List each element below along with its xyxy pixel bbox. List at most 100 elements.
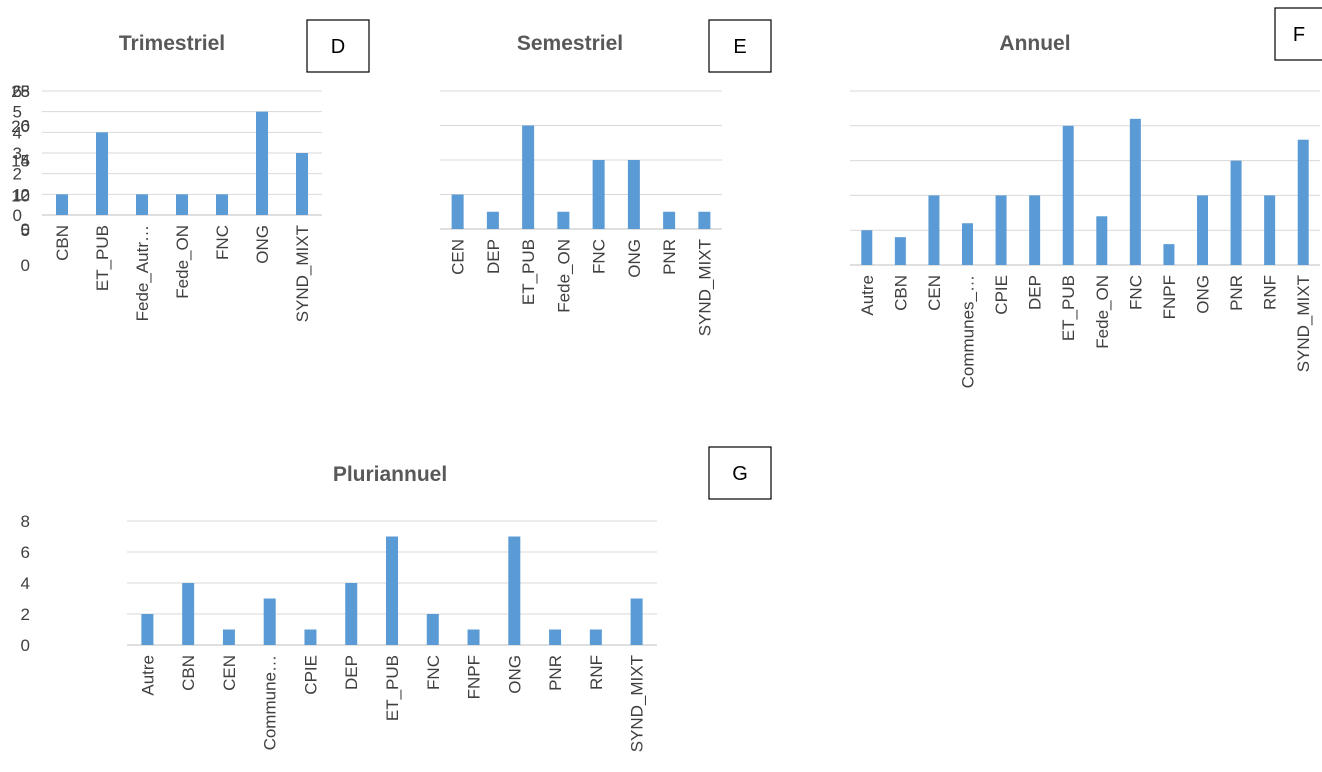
x-tick-label: ONG [505, 655, 524, 694]
bar [928, 195, 940, 265]
panel-label: E [733, 36, 746, 58]
x-tick-label: DEP [1026, 275, 1045, 310]
bar [549, 629, 562, 645]
x-tick-label: ET_PUB [383, 655, 402, 721]
x-tick-label: CPIE [301, 655, 320, 695]
x-tick-label: DEP [484, 239, 503, 274]
y-tick-label: 15 [11, 152, 30, 171]
x-tick-label: ONG [625, 239, 644, 278]
y-tick-label: 5 [21, 221, 30, 240]
bar [1297, 139, 1309, 265]
bar [557, 211, 570, 229]
bar [1029, 195, 1041, 265]
x-tick-label: RNF [587, 655, 606, 690]
y-tick-label: 6 [21, 117, 30, 136]
x-tick-label: FNPF [465, 655, 484, 699]
x-tick-label: CPIE [992, 275, 1011, 315]
bar [627, 160, 640, 229]
x-tick-label: CEN [449, 239, 468, 275]
bar [222, 629, 235, 645]
y-tick-label: 10 [11, 186, 30, 205]
bar [176, 194, 188, 215]
bar [263, 598, 276, 645]
bar [256, 111, 268, 215]
chart-title: Pluriannuel [333, 463, 447, 486]
x-tick-label: CBN [891, 275, 910, 311]
x-tick-label: ET_PUB [1059, 275, 1078, 341]
chart-title: Semestriel [517, 32, 623, 55]
x-tick-label: FNC [590, 239, 609, 274]
x-tick-label: Fede_ON [173, 225, 192, 299]
panel-label: D [331, 36, 345, 58]
x-tick-label: CBN [53, 225, 72, 261]
bar [426, 614, 439, 645]
x-tick-label: CEN [925, 275, 944, 311]
y-tick-label: 6 [13, 82, 22, 101]
x-tick-label: SYND_MIXT [1294, 275, 1313, 372]
chart-title: Annuel [999, 32, 1070, 55]
bar [698, 211, 711, 229]
bar [1163, 244, 1175, 265]
y-tick-label: 1 [13, 185, 22, 204]
y-tick-label: 20 [11, 117, 30, 136]
bar [96, 132, 108, 215]
x-tick-label: FNC [424, 655, 443, 690]
bar [962, 223, 973, 265]
y-tick-label: 0 [21, 256, 30, 275]
x-tick-label: FNC [213, 225, 232, 260]
y-tick-label: 4 [13, 123, 22, 142]
y-tick-label: 2 [13, 165, 22, 184]
bar [182, 583, 195, 645]
x-tick-label: FNPF [1160, 275, 1179, 319]
x-tick-label: ONG [253, 225, 272, 264]
bar [345, 583, 358, 645]
panel-label: F [1293, 24, 1305, 46]
bar [141, 614, 154, 645]
chart-panel-1: Semestriel E 0 2 4 6 8 CEN DEP ET_PUB Fede_ON FNC ON… [21, 19, 772, 336]
x-tick-label: CEN [220, 655, 239, 691]
bar [861, 230, 873, 265]
x-tick-label: SYND_MIXT [628, 655, 647, 752]
x-tick-label: SYND_MIXT [695, 239, 714, 336]
x-tick-label: CBN [179, 655, 198, 691]
x-tick-label: ONG [1194, 275, 1213, 314]
bar [1197, 195, 1208, 265]
bar [1062, 125, 1074, 265]
bar [894, 237, 906, 265]
x-tick-label: Autre [858, 275, 877, 316]
x-tick-label: Fede_Autr… [133, 225, 152, 321]
bar [589, 629, 602, 645]
y-tick-label: 2 [21, 605, 30, 624]
bar [1264, 195, 1276, 265]
panel-label: G [732, 463, 748, 485]
bar [592, 160, 605, 229]
y-tick-label: 8 [21, 82, 30, 101]
x-tick-label: PNR [1227, 275, 1246, 311]
y-tick-label: 25 [11, 82, 30, 101]
bar [995, 195, 1007, 265]
y-tick-label: 2 [21, 186, 30, 205]
panel-label-box [708, 19, 772, 73]
x-tick-label: FNC [1126, 275, 1145, 310]
panel-label-box [306, 19, 370, 73]
bar [296, 153, 308, 215]
bar [304, 629, 317, 645]
y-tick-label: 5 [13, 103, 22, 122]
x-tick-label: Commune… [261, 655, 280, 750]
y-tick-label: 6 [21, 543, 30, 562]
bar [136, 194, 148, 215]
y-tick-label: 4 [21, 151, 30, 170]
bar [1230, 160, 1242, 265]
chart-title: Trimestriel [119, 32, 225, 55]
chart-panel-3: Pluriannuel G 0 2 4 6 8 Autre CBN CEN Commune… CPIE… [21, 446, 772, 752]
bar [386, 536, 398, 645]
x-tick-label: DEP [342, 655, 361, 690]
x-tick-label: PNR [546, 655, 565, 691]
x-tick-label: RNF [1261, 275, 1280, 310]
bar [451, 194, 464, 229]
panel-label-box [1274, 7, 1322, 61]
y-tick-label: 0 [21, 220, 30, 239]
